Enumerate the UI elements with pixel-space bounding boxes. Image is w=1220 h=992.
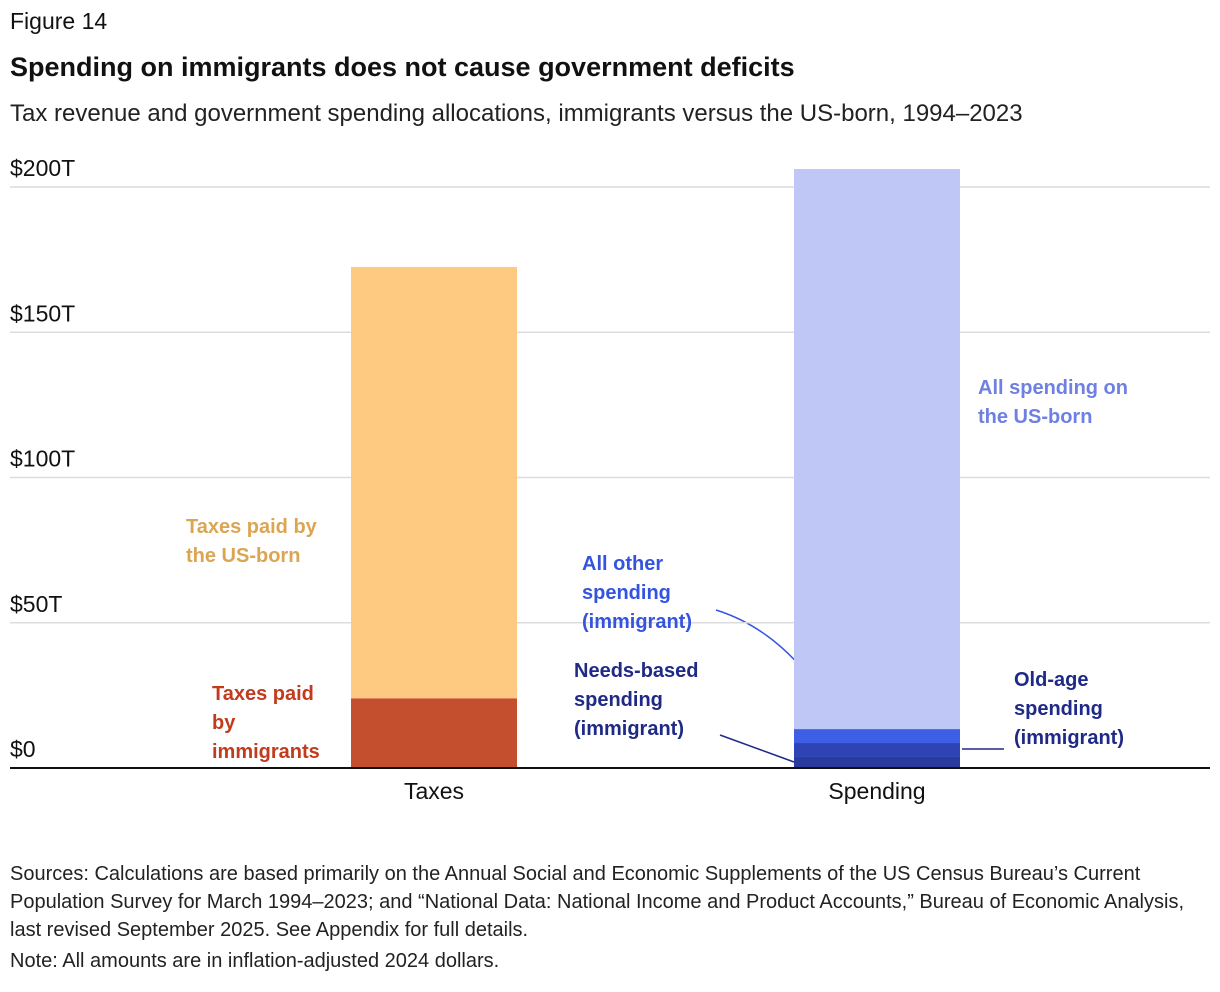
chart-subtitle: Tax revenue and government spending allo… [10,100,1023,127]
y-tick-label: $50T [10,591,62,617]
x-tick-label: Taxes [404,778,464,804]
sources: Sources: Calculations are based primaril… [10,863,1185,941]
y-tick-label: $150T [10,300,75,326]
note: Note: All amounts are in inflation-adjus… [10,950,500,972]
y-tick-label: $0 [10,736,36,762]
y-tick-label: $200T [10,155,75,181]
chart-title: Spending on immigrants does not cause go… [10,52,795,82]
x-tick-label: Spending [828,778,925,804]
bar-segment [351,698,517,768]
bar-segment [351,266,517,699]
series-label: Taxes paid by the US-born [186,516,317,567]
series-label: Taxes paid by immigrants [212,683,320,763]
y-tick-label: $100T [10,446,75,472]
figure-label: Figure 14 [10,8,108,34]
series-label: Old-age spending (immigrant) [1014,669,1124,749]
bar-segment [794,169,960,730]
bar-segment [794,729,960,744]
leader-line [719,734,795,763]
bar-segment [794,756,960,768]
bar-segment [794,743,960,757]
series-label: Needs-based spending (immigrant) [574,660,699,740]
series-label: All other spending (immigrant) [582,553,692,633]
series-label: All spending on the US-born [978,377,1128,428]
